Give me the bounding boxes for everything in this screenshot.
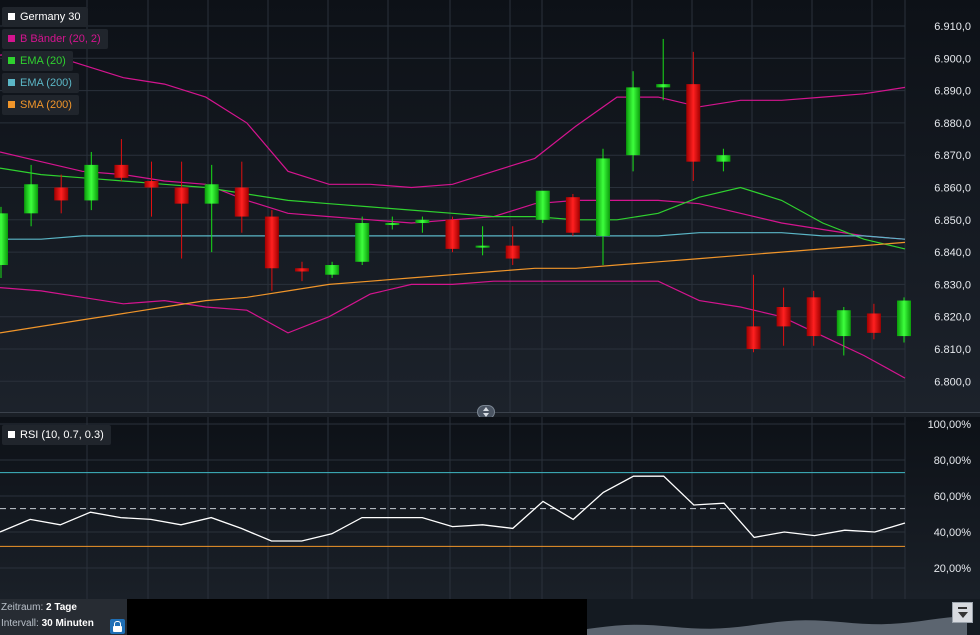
price-axis-tick-label: 6.810,0 xyxy=(934,344,971,356)
interval-label: Intervall: xyxy=(1,618,39,629)
price-chart-panel[interactable]: 6.800,0 6.810,0 6.820,0 6.830,0 6.840,0 6.850… xyxy=(0,0,980,412)
candle-body xyxy=(204,184,219,204)
rsi-axis-tick-label: 60,00% xyxy=(934,491,972,503)
price-axis-tick-label: 6.840,0 xyxy=(934,247,971,259)
candle-body xyxy=(897,300,911,337)
candle-body xyxy=(505,245,520,259)
period-label: Zeitraum: xyxy=(1,602,44,613)
candle-body xyxy=(54,187,69,201)
candle-body xyxy=(656,84,671,88)
legend-label: RSI (10, 0.7, 0.3) xyxy=(20,429,104,441)
candle-body xyxy=(84,164,99,201)
period-value[interactable]: 2 Tage xyxy=(46,602,77,613)
candle-body xyxy=(264,216,279,269)
navigator-bar[interactable] xyxy=(0,599,980,635)
rsi-axis-tick-label: 100,00% xyxy=(928,419,972,431)
candle-body xyxy=(114,164,129,178)
candle-body xyxy=(686,84,701,162)
legend-label: Germany 30 xyxy=(20,11,81,23)
price-axis-tick-label: 6.860,0 xyxy=(934,183,971,195)
candle-body xyxy=(806,297,821,337)
legend-sma-200[interactable]: SMA (200) xyxy=(2,95,79,115)
overlay-line-b-b-nder-20-2- xyxy=(0,51,906,189)
legend-germany-30[interactable]: Germany 30 xyxy=(2,7,88,27)
price-axis-tick-label: 6.800,0 xyxy=(934,376,971,388)
price-chart-svg[interactable]: 6.800,0 6.810,0 6.820,0 6.830,0 6.840,0 6.850… xyxy=(0,0,980,412)
rsi-line xyxy=(0,475,906,542)
candle-body xyxy=(776,307,791,327)
rsi-axis-tick-label: 80,00% xyxy=(934,455,972,467)
collapse-download-button[interactable] xyxy=(952,602,973,623)
candle-body xyxy=(355,223,370,262)
overlay-line-b-b-nder-20-2- xyxy=(0,280,906,379)
rsi-axis-tick-label: 20,00% xyxy=(934,563,972,575)
legend-color-swatch xyxy=(8,57,15,64)
price-axis-tick-label: 6.870,0 xyxy=(934,150,971,162)
candle-body xyxy=(565,197,580,233)
candle-body xyxy=(716,155,731,162)
candle-body xyxy=(385,223,400,226)
rsi-chart-panel[interactable]: 20,00% 40,00% 60,00% 80,00% 100,00% xyxy=(0,417,980,599)
candle-body xyxy=(144,181,159,188)
rsi-chart-svg[interactable]: 20,00% 40,00% 60,00% 80,00% 100,00% xyxy=(0,417,980,599)
timeframe-info: Zeitraum: 2 Tage Intervall: 30 Minuten xyxy=(0,599,127,635)
legend-rsi[interactable]: RSI (10, 0.7, 0.3) xyxy=(2,425,111,445)
interval-value[interactable]: 30 Minuten xyxy=(41,618,94,629)
candle-body xyxy=(475,245,490,248)
price-axis-tick-label: 6.880,0 xyxy=(934,118,971,130)
candle-body xyxy=(415,219,430,224)
legend-ema-20[interactable]: EMA (20) xyxy=(2,51,73,71)
legend-color-swatch xyxy=(8,13,15,20)
candle-body xyxy=(626,87,641,156)
legend-ema-200[interactable]: EMA (200) xyxy=(2,73,79,93)
candle-body xyxy=(325,265,340,275)
legend-label: EMA (200) xyxy=(20,77,72,89)
navigator-area xyxy=(587,616,967,635)
candle-body xyxy=(174,187,189,204)
lock-icon[interactable] xyxy=(110,619,125,634)
price-axis-tick-label: 6.820,0 xyxy=(934,312,971,324)
price-axis-tick-label: 6.890,0 xyxy=(934,86,971,98)
price-axis-tick-label: 6.910,0 xyxy=(934,21,971,33)
candle-body xyxy=(746,326,761,349)
legend-bollinger-bands[interactable]: B Bänder (20, 2) xyxy=(2,29,108,49)
price-axis-tick-label: 6.830,0 xyxy=(934,279,971,291)
price-axis-tick-label: 6.850,0 xyxy=(934,215,971,227)
overlay-line-sma-200- xyxy=(0,241,906,334)
rsi-axis-tick-label: 40,00% xyxy=(934,527,972,539)
legend-color-swatch xyxy=(8,431,15,438)
legend-label: EMA (20) xyxy=(20,55,66,67)
candle-body xyxy=(24,184,39,214)
price-axis-tick-label: 6.900,0 xyxy=(934,53,971,65)
candle-body xyxy=(596,158,610,236)
legend-label: SMA (200) xyxy=(20,99,72,111)
legend-color-swatch xyxy=(8,35,15,42)
candle-body xyxy=(836,310,851,337)
candle-body xyxy=(866,313,881,333)
candle-body xyxy=(295,268,309,272)
legend-color-swatch xyxy=(8,101,15,108)
candle-body xyxy=(535,190,550,220)
candle-body xyxy=(445,219,460,249)
candle-body xyxy=(0,213,8,266)
legend-label: B Bänder (20, 2) xyxy=(20,33,101,45)
navigator-mini-chart[interactable] xyxy=(0,599,980,635)
legend-color-swatch xyxy=(8,79,15,86)
candle-body xyxy=(234,187,249,217)
